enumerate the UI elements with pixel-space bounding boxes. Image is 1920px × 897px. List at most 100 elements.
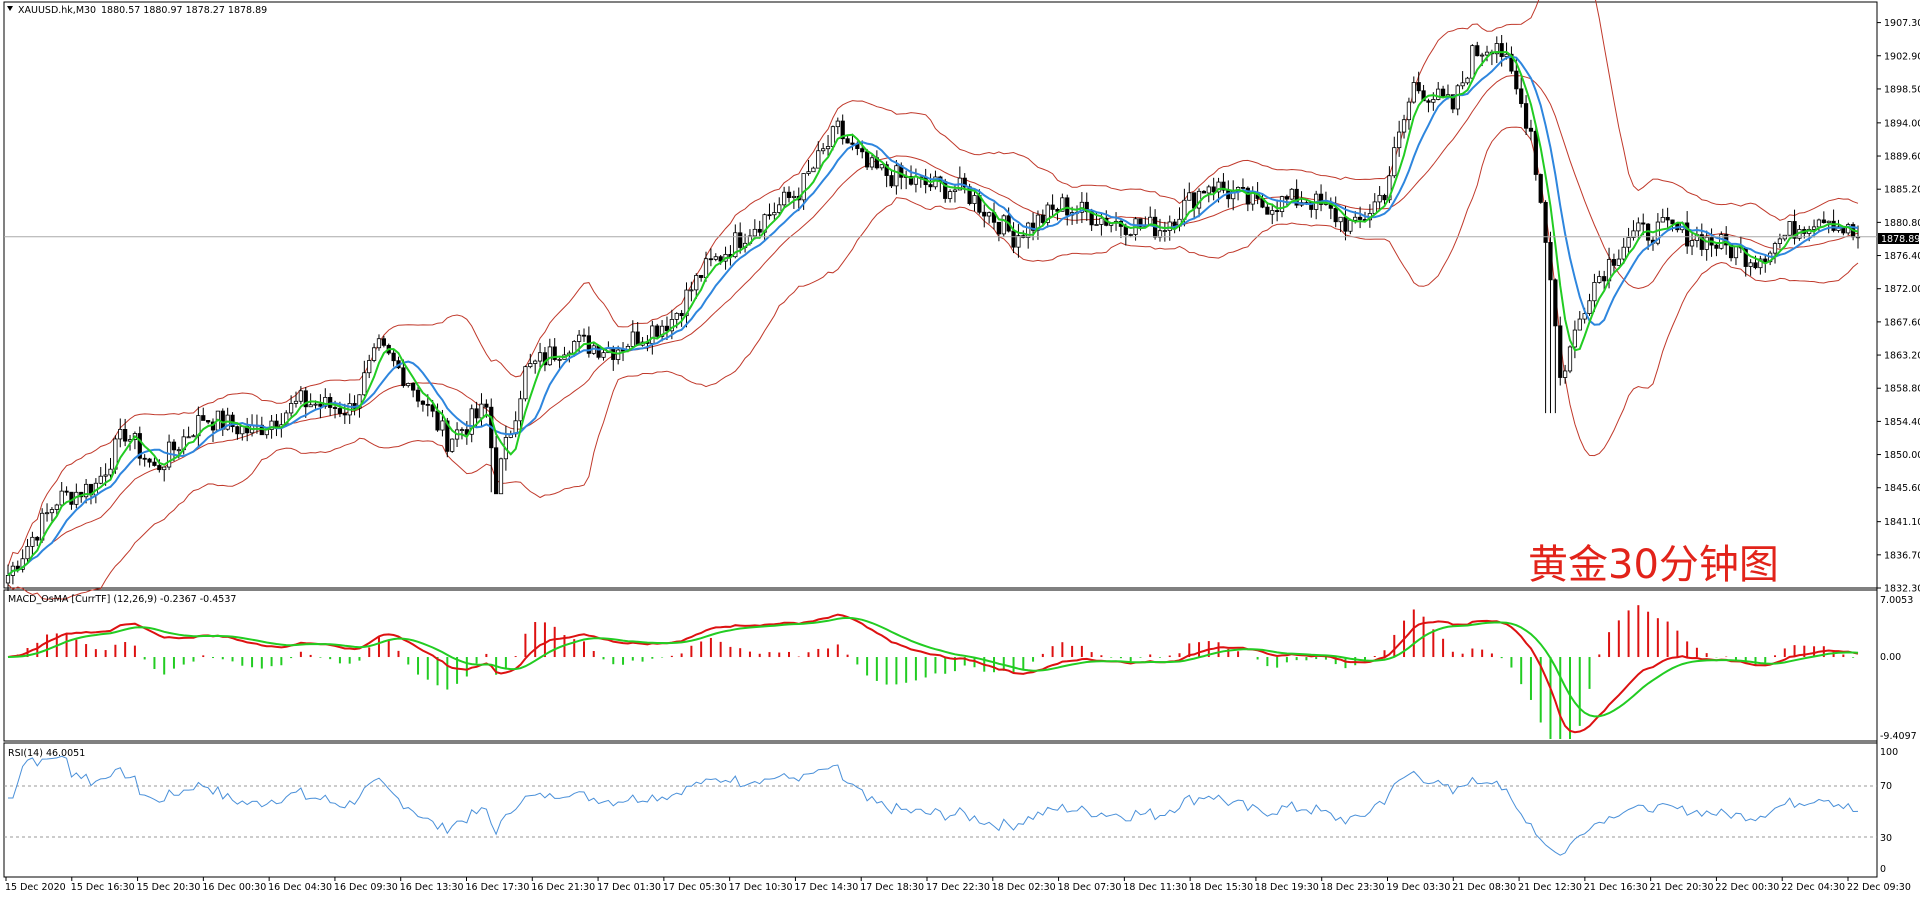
rsi-panel-frame xyxy=(3,742,1878,878)
bear-candle xyxy=(1699,234,1704,250)
bear-candle xyxy=(664,325,670,332)
price-scale-label: 1850.00 xyxy=(1884,450,1920,461)
bull-candle xyxy=(1748,262,1753,267)
bull-candle xyxy=(869,157,875,168)
bear-candle xyxy=(1821,219,1826,224)
bull-candle xyxy=(469,408,474,435)
macd-scale-zero: 0.00 xyxy=(1880,652,1901,663)
bull-candle xyxy=(1631,230,1636,238)
bull-candle xyxy=(616,349,621,360)
bull-candle xyxy=(1001,215,1006,235)
time-label: 17 Dec 05:30 xyxy=(663,882,727,893)
bull-candle xyxy=(1704,236,1709,250)
bear-candle xyxy=(786,191,792,198)
bear-candle xyxy=(1138,218,1143,227)
price-scale-label: 1907.30 xyxy=(1884,18,1920,29)
bull-candle xyxy=(176,449,181,452)
bear-candle xyxy=(1553,279,1558,327)
bear-candle xyxy=(1030,222,1036,231)
bull-candle xyxy=(98,475,103,484)
bull-candle xyxy=(162,466,167,471)
rsi-scale-0: 0 xyxy=(1880,864,1886,875)
bear-candle xyxy=(1753,262,1758,269)
bear-candle xyxy=(206,420,211,423)
bull-candle xyxy=(791,195,796,198)
price-scale-label: 1898.50 xyxy=(1884,84,1920,95)
time-label: 15 Dec 16:30 xyxy=(71,882,135,893)
bull-candle xyxy=(1465,77,1470,84)
bear-candle xyxy=(1011,230,1016,248)
bear-candle xyxy=(1245,187,1250,205)
bear-candle xyxy=(1333,207,1338,223)
bull-candle xyxy=(459,429,465,431)
bull-candle xyxy=(650,325,655,344)
time-label: 18 Dec 07:30 xyxy=(1058,882,1122,893)
bear-candle xyxy=(1499,43,1504,57)
bear-candle xyxy=(337,408,343,414)
bull-candle xyxy=(1397,131,1402,149)
bear-candle xyxy=(1533,130,1538,175)
bear-candle xyxy=(996,221,1002,235)
bull-candle xyxy=(1504,53,1509,57)
time-label: 17 Dec 14:30 xyxy=(794,882,858,893)
price-scale-label: 1867.60 xyxy=(1884,317,1920,328)
time-label: 17 Dec 18:30 xyxy=(860,882,924,893)
bear-candle xyxy=(415,389,421,402)
bull-candle xyxy=(782,191,787,206)
bear-candle xyxy=(69,491,74,505)
bear-candle xyxy=(1065,197,1070,216)
bull-candle xyxy=(1626,237,1631,248)
time-label: 21 Dec 20:30 xyxy=(1650,882,1714,893)
bear-candle xyxy=(303,390,308,408)
bull-candle xyxy=(20,558,25,570)
price-scale: 1907.30 1902.90 1898.50 1894.00 1889.60 1885.… xyxy=(1877,18,1920,595)
price-scale-label: 1876.40 xyxy=(1884,251,1920,262)
bull-candle xyxy=(1099,217,1104,225)
bull-candle xyxy=(987,212,992,217)
bull-candle xyxy=(1406,101,1412,121)
time-label: 16 Dec 13:30 xyxy=(400,882,464,893)
bear-candle xyxy=(1670,219,1675,225)
time-axis: 15 Dec 2020 15 Dec 16:30 15 Dec 20:30 16 De… xyxy=(5,877,1911,893)
bull-candle xyxy=(1026,222,1031,238)
bull-candle xyxy=(1567,346,1573,372)
ma-slow-line xyxy=(7,55,1859,577)
bear-candle xyxy=(1665,217,1670,221)
bull-candle xyxy=(733,232,738,258)
bear-candle xyxy=(928,184,933,188)
bull-candle xyxy=(528,363,533,368)
bull-candle xyxy=(1348,219,1353,232)
bear-candle xyxy=(1509,53,1514,72)
current-price-text: 1878.89 xyxy=(1881,234,1920,245)
bull-candle xyxy=(1480,54,1485,57)
bull-candle xyxy=(752,228,757,237)
time-label: 22 Dec 00:30 xyxy=(1715,882,1779,893)
bull-candle xyxy=(1250,192,1255,205)
time-label: 18 Dec 15:30 xyxy=(1189,882,1253,893)
candles xyxy=(5,34,1861,592)
bull-candle xyxy=(440,420,445,431)
bear-candle xyxy=(1192,192,1197,209)
time-label: 18 Dec 23:30 xyxy=(1321,882,1385,893)
current-price-tag xyxy=(1878,233,1919,244)
bear-candle xyxy=(123,429,128,442)
time-label: 18 Dec 02:30 xyxy=(992,882,1056,893)
bull-candle xyxy=(1338,216,1343,223)
bull-candle xyxy=(191,435,196,438)
bull-candle xyxy=(30,536,35,547)
bull-candle xyxy=(1616,258,1621,266)
bull-candle xyxy=(108,468,113,476)
bull-candle xyxy=(816,150,821,169)
bear-candle xyxy=(1284,196,1290,200)
bear-candle xyxy=(1685,222,1690,247)
dropdown-triangle-icon[interactable] xyxy=(7,6,13,11)
bear-candle xyxy=(411,383,416,391)
bull-candle xyxy=(83,483,89,498)
bull-candle xyxy=(1787,221,1792,236)
bull-candle xyxy=(913,176,919,185)
chart-watermark: 黄金30分钟图 xyxy=(1528,542,1779,588)
bear-candle xyxy=(484,403,489,408)
bear-candle xyxy=(235,426,240,435)
bull-candle xyxy=(1016,235,1021,248)
